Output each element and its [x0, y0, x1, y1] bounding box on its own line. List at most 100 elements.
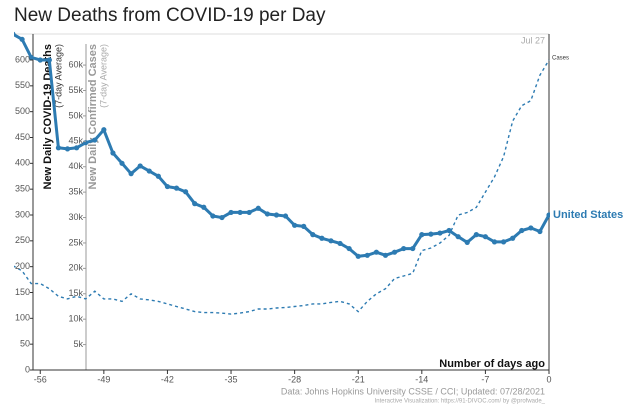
data-point [264, 211, 270, 217]
y2-tick-label: 10k [68, 314, 83, 324]
x-tick-label: -14 [415, 374, 428, 384]
x-tick-label: 0 [546, 374, 551, 384]
data-point [173, 185, 180, 191]
data-point [428, 231, 434, 237]
y2-tick-label: 60k [68, 59, 83, 69]
y-tick-label: 400 [15, 158, 30, 168]
y-tick-label: 0 [25, 364, 30, 374]
x-tick-label: -42 [161, 374, 174, 384]
plot-area [14, 31, 550, 315]
data-point [528, 225, 534, 231]
y-tick-label: 150 [15, 287, 30, 297]
data-point [164, 183, 171, 190]
data-point [491, 239, 498, 245]
y2-tick-label: 50k [68, 110, 83, 120]
data-point [382, 252, 389, 258]
y-tick-label: 50 [20, 339, 30, 349]
y-tick-label: 450 [15, 132, 30, 142]
data-point [419, 232, 425, 238]
data-point [55, 145, 62, 151]
y2-tick-label: 5k [73, 339, 83, 349]
credit: Interactive Visualization: https://91-DI… [375, 399, 546, 405]
y2-tick-label: 55k [68, 85, 83, 95]
data-point [19, 36, 25, 42]
chart-title: New Deaths from COVID-19 per Day [14, 5, 326, 26]
data-point [228, 209, 234, 216]
data-point [346, 245, 352, 252]
data-point [110, 150, 116, 156]
x-axis-label: Number of days ago [439, 358, 545, 370]
data-point [119, 160, 125, 166]
y-tick-label: 350 [15, 184, 30, 194]
y-axis-label: New Daily COVID-19 Deaths [42, 44, 54, 190]
x-tick-label: -28 [288, 374, 301, 384]
y-tick-label: 100 [15, 313, 30, 323]
data-point [73, 145, 80, 151]
data-point [282, 213, 289, 219]
data-point [364, 252, 370, 258]
y2-tick-label: 15k [68, 288, 83, 298]
x-tick-label: -7 [481, 374, 489, 384]
data-point [410, 245, 416, 252]
x-tick-label: -21 [352, 374, 365, 384]
y-tick-label: 300 [15, 209, 30, 219]
data-point [391, 249, 398, 255]
y-tick-label: 200 [15, 261, 30, 271]
y2-axis-sublabel: (7-day Average) [98, 44, 108, 108]
data-point [237, 209, 243, 216]
data-point [482, 234, 489, 240]
y2-tick-label: 30k [68, 212, 83, 222]
x-tick-label: -35 [225, 374, 238, 384]
data-point [273, 212, 280, 218]
series-label: United States [553, 209, 623, 221]
data-point [301, 223, 307, 229]
y-tick-label: 550 [15, 80, 30, 90]
data-point [14, 31, 16, 37]
data-point [510, 235, 516, 241]
data-point [183, 189, 189, 195]
data-point [246, 209, 252, 216]
data-point [519, 227, 525, 234]
data-point [328, 238, 334, 244]
data-point [101, 127, 107, 133]
data-point [337, 240, 343, 247]
y2-tick-label: 40k [68, 161, 83, 171]
y-tick-label: 500 [15, 106, 30, 116]
data-point [92, 137, 98, 143]
y2-axis-label: New Daily Confirmed Cases [87, 44, 99, 190]
series-line [14, 59, 550, 315]
data-point [355, 253, 361, 259]
y2-tick-label: 25k [68, 237, 83, 247]
data-point [37, 57, 43, 63]
y2-tick-label: 45k [68, 136, 83, 146]
y-axis-sublabel: (7-day Average) [53, 44, 63, 108]
data-point [319, 235, 325, 241]
data-point [546, 212, 550, 218]
data-point [292, 222, 298, 228]
y-tick-label: 600 [15, 54, 30, 64]
y2-tick-label: 35k [68, 187, 83, 197]
y-tick-label: 250 [15, 235, 30, 245]
data-point [128, 171, 134, 177]
data-point [137, 163, 143, 169]
data-point [28, 54, 34, 61]
data-point [155, 173, 161, 179]
x-tick-label: -49 [97, 374, 110, 384]
data-point [437, 230, 443, 236]
data-point [201, 204, 207, 210]
data-point [373, 249, 379, 255]
source: Data: Johns Hopkins University CSSE / CC… [281, 386, 545, 396]
date-label: Jul 27 [521, 35, 545, 45]
data-point [64, 146, 71, 152]
series-label: Cases [552, 56, 569, 62]
data-point [219, 214, 225, 221]
y2-tick-label: 20k [68, 263, 83, 273]
data-point [464, 239, 470, 245]
data-point [146, 168, 152, 174]
data-point [446, 227, 452, 234]
data-point [455, 234, 461, 240]
data-point [473, 232, 479, 238]
data-point [192, 201, 198, 207]
data-point [401, 245, 407, 252]
